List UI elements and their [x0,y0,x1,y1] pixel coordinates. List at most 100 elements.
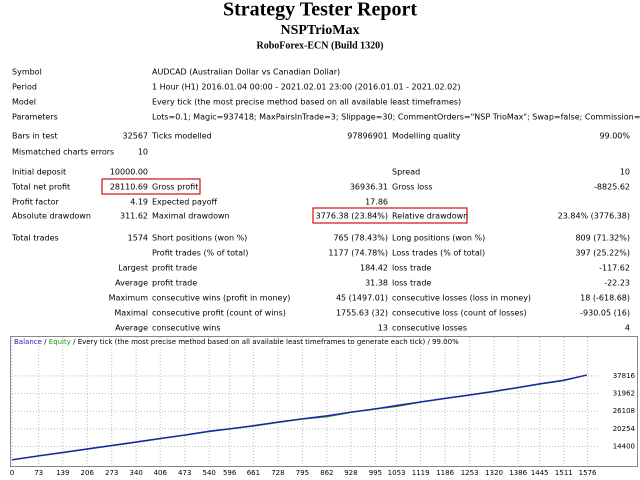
stat-label: Maximum [109,294,149,303]
stat-value: 45 (1497.01) [336,294,388,303]
x-tick-label: 1253 [461,469,479,477]
y-tick-label: 31962 [613,390,635,398]
stat-label: consecutive losses [392,324,467,333]
stat-label: Largest [118,264,148,273]
quality: 99.00% [432,338,459,346]
stat-label: profit trade [152,279,197,288]
broker: RoboForex-ECN (Build 1320) [256,40,383,51]
field-label: Symbol [12,68,42,77]
separator: / [42,338,49,346]
stat-label: Absolute drawdown [12,212,91,221]
stat-value: 99.00% [599,132,630,141]
x-tick-label: 1119 [412,469,430,477]
stat-label: loss trade [392,264,431,273]
field-value: 1 Hour (H1) 2016.01.04 00:00 - 2021.02.0… [152,83,460,92]
field-label: Period [12,83,37,92]
chart-legend: Balance / Equity / Every tick (the most … [14,338,459,346]
field-label: Model [12,98,36,107]
field-label: Parameters [12,113,58,122]
stat-value: -22.23 [604,279,630,288]
stat-value: 18 (-618.68) [580,294,630,303]
stat-value: 4 [625,324,630,333]
y-tick-label: 14400 [613,443,635,451]
field-value: Lots=0.1; Magic=937418; MaxPairsInTrade=… [152,113,640,122]
stat-value: 36936.31 [350,183,388,192]
stat-label: Gross loss [392,183,433,192]
separator: / [71,338,78,346]
x-tick-label: 661 [247,469,260,477]
field-value: Every tick (the most precise method base… [152,98,461,107]
x-tick-label: 1445 [531,469,549,477]
legend-entry: Equity [49,338,71,346]
x-tick-label: 928 [344,469,357,477]
x-tick-label: 862 [320,469,333,477]
stat-value: 23.84% (3776.38) [558,212,630,221]
x-tick-label: 473 [178,469,191,477]
stat-value: 4.19 [130,198,148,207]
stat-value: -930.05 (16) [580,309,630,318]
stat-value: 17.86 [365,198,388,207]
highlight-box [101,178,201,195]
chart-subtitle: Every tick (the most precise method base… [78,338,426,346]
legend-entry: Balance [14,338,42,346]
stat-value: -8825.62 [594,183,630,192]
stat-label: Gross profit [152,183,198,192]
separator: / [425,338,432,346]
x-tick-label: 596 [223,469,237,477]
stat-value: 3776.38 (23.84%) [316,212,388,221]
x-tick-label: 1386 [509,469,527,477]
x-tick-label: 1053 [388,469,406,477]
stat-value: 31.38 [365,279,388,288]
highlight-box [312,207,468,224]
stat-label: Total net profit [11,183,70,192]
stat-value: 10 [620,168,630,177]
stat-label: consecutive losses (loss in money) [392,294,531,303]
x-tick-label: 139 [56,469,69,477]
report-subtitle: NSPTrioMax [280,23,359,38]
stat-label: Expected payoff [152,198,217,207]
stat-label: Initial deposit [12,168,66,177]
stat-label: Mismatched charts errors [12,148,114,157]
x-tick-label: 1576 [579,469,597,477]
x-tick-label: 1320 [485,469,503,477]
stat-label: consecutive wins [152,324,220,333]
field-value: AUDCAD (Australian Dollar vs Canadian Do… [152,68,340,77]
stat-value: 10000.00 [110,168,148,177]
stat-value: 32567 [123,132,148,141]
x-tick-label: 728 [271,469,284,477]
stat-label: Maximal drawdown [152,212,230,221]
x-tick-label: 795 [296,469,309,477]
stat-value: 184.42 [360,264,388,273]
stat-label: consecutive loss (count of losses) [392,309,527,318]
stat-label: Average [115,324,148,333]
x-tick-label: 1511 [555,469,573,477]
stat-value: 311.62 [120,212,148,221]
stat-value: 809 (71.32%) [575,234,630,243]
stat-value: 10 [138,148,148,157]
stat-value: -117.62 [599,264,630,273]
x-tick-label: 73 [34,469,43,477]
stat-label: Short positions (won %) [152,234,247,243]
stat-value: 765 (78.43%) [333,234,388,243]
stat-label: Profit trades (% of total) [152,249,248,258]
stat-value: 1574 [128,234,148,243]
series-line [11,374,588,461]
x-tick-label: 540 [203,469,216,477]
stat-value: 28110.69 [110,183,148,192]
x-tick-label: 340 [129,469,142,477]
stat-value: 13 [378,324,388,333]
stat-label: Long positions (won %) [392,234,485,243]
stat-label: Total trades [11,234,59,243]
x-tick-label: 206 [81,469,95,477]
x-tick-label: 406 [154,469,168,477]
stat-label: Spread [392,168,420,177]
stat-label: Relative drawdown [392,212,468,221]
stat-label: Profit factor [12,198,60,207]
stat-label: Ticks modelled [151,132,212,141]
stat-label: consecutive profit (count of wins) [152,309,286,318]
y-tick-label: 26108 [613,407,635,415]
stat-value: 97896901 [347,132,388,141]
x-tick-label: 0 [10,469,14,477]
